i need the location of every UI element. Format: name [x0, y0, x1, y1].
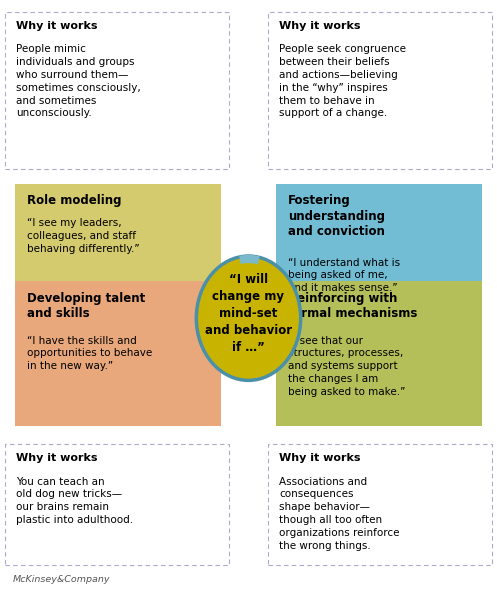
Text: “I see my leaders,
colleagues, and staff
behaving differently.”: “I see my leaders, colleagues, and staff…	[27, 218, 140, 254]
Text: Why it works: Why it works	[16, 453, 97, 464]
Text: Why it works: Why it works	[279, 453, 361, 464]
FancyBboxPatch shape	[276, 184, 482, 329]
Wedge shape	[239, 255, 259, 265]
Text: “I understand what is
being asked of me,
and it makes sense.”: “I understand what is being asked of me,…	[288, 258, 401, 293]
Text: Fostering
understanding
and conviction: Fostering understanding and conviction	[288, 194, 385, 238]
Text: Reinforcing with
formal mechanisms: Reinforcing with formal mechanisms	[288, 292, 417, 320]
FancyBboxPatch shape	[5, 444, 229, 565]
Text: People seek congruence
between their beliefs
and actions—believing
in the “why” : People seek congruence between their bel…	[279, 44, 407, 118]
Text: “I see that our
structures, processes,
and systems support
the changes I am
bein: “I see that our structures, processes, a…	[288, 336, 406, 397]
Text: “I will
change my
mind-set
and behavior
if …”: “I will change my mind-set and behavior …	[205, 274, 292, 355]
Text: Why it works: Why it works	[16, 21, 97, 31]
Text: Why it works: Why it works	[279, 21, 361, 31]
Text: Developing talent
and skills: Developing talent and skills	[27, 292, 146, 320]
Text: You can teach an
old dog new tricks—
our brains remain
plastic into adulthood.: You can teach an old dog new tricks— our…	[16, 477, 133, 525]
Text: Role modeling: Role modeling	[27, 194, 122, 207]
FancyBboxPatch shape	[5, 12, 229, 169]
FancyBboxPatch shape	[15, 281, 221, 426]
FancyBboxPatch shape	[276, 281, 482, 426]
FancyBboxPatch shape	[15, 184, 221, 329]
FancyBboxPatch shape	[268, 12, 492, 169]
FancyBboxPatch shape	[268, 444, 492, 565]
Text: “I have the skills and
opportunities to behave
in the new way.”: “I have the skills and opportunities to …	[27, 336, 153, 371]
Text: McKinsey&Company: McKinsey&Company	[12, 575, 110, 584]
Text: People mimic
individuals and groups
who surround them—
sometimes consciously,
an: People mimic individuals and groups who …	[16, 44, 141, 118]
Text: Associations and
consequences
shape behavior—
though all too often
organizations: Associations and consequences shape beha…	[279, 477, 400, 551]
Circle shape	[196, 256, 301, 381]
